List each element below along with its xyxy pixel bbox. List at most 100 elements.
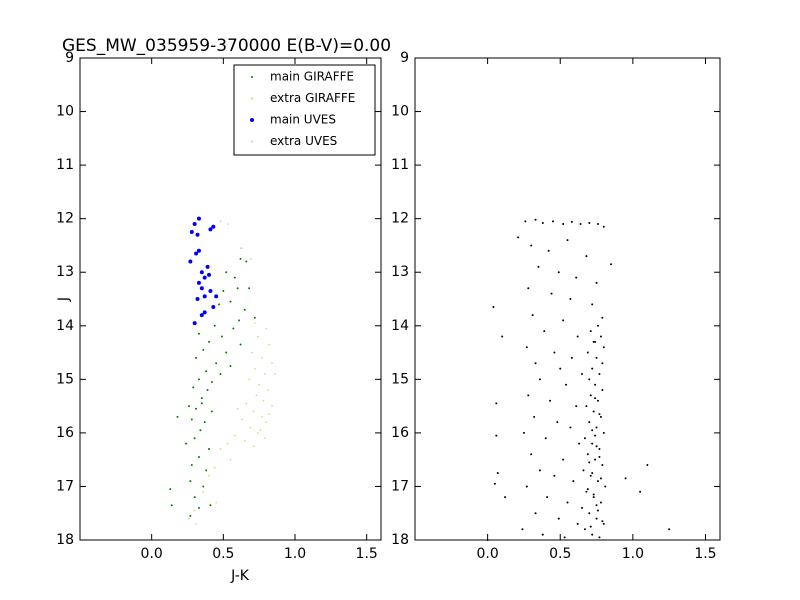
scatter-point <box>255 394 258 397</box>
scatter-point <box>601 520 604 523</box>
scatter-point <box>244 440 246 442</box>
scatter-point <box>588 512 591 515</box>
scatter-point <box>530 453 533 456</box>
scatter-point <box>589 525 592 528</box>
x-tick-label: 1.0 <box>284 546 306 562</box>
legend: main GIRAFFE extra GIRAFFE main UVES extra … <box>233 64 376 156</box>
scatter-point <box>219 448 222 450</box>
scatter-point <box>176 415 179 418</box>
scatter-point <box>594 458 597 461</box>
scatter-point <box>190 418 193 421</box>
scatter-point <box>249 258 252 260</box>
scatter-point <box>521 528 524 531</box>
scatter-point <box>591 533 594 536</box>
scatter-point <box>589 330 592 333</box>
y-tick-label: 16 <box>56 425 74 441</box>
scatter-point <box>601 389 604 392</box>
scatter-point <box>562 223 565 226</box>
scatter-point <box>569 298 572 300</box>
y-tick-label: 14 <box>56 318 74 334</box>
legend-label: extra GIRAFFE <box>270 91 355 105</box>
legend-box <box>233 64 376 156</box>
scatter-point <box>213 324 216 327</box>
y-tick-label: 13 <box>391 264 409 280</box>
scatter-point <box>251 351 253 354</box>
scatter-point <box>249 426 252 429</box>
scatter-point <box>595 356 598 359</box>
scatter-point <box>583 437 586 440</box>
x-tick-label: 0.5 <box>549 546 571 562</box>
scatter-point <box>569 426 572 429</box>
scatter-point <box>199 270 204 275</box>
scatter-point <box>525 485 528 488</box>
scatter-point <box>591 367 594 370</box>
scatter-point <box>268 343 271 346</box>
scatter-point <box>578 442 581 445</box>
x-tick-label: 1.0 <box>622 546 644 562</box>
scatter-point <box>234 434 236 437</box>
scatter-point <box>538 469 541 472</box>
scatter-point <box>550 292 553 295</box>
scatter-point <box>193 509 196 512</box>
scatter-point <box>208 340 210 343</box>
scatter-point <box>557 271 560 274</box>
scatter-point <box>551 220 554 223</box>
scatter-point <box>265 421 268 423</box>
scatter-point <box>604 485 607 488</box>
scatter-point <box>597 480 599 483</box>
scatter-point <box>199 313 204 318</box>
scatter-point <box>527 394 530 397</box>
scatter-point <box>205 264 210 269</box>
scatter-point <box>602 431 605 434</box>
scatter-point <box>563 536 566 539</box>
scatter-point <box>222 289 225 292</box>
scatter-point <box>598 447 601 450</box>
scatter-point <box>585 405 588 408</box>
scatter-point <box>271 362 273 365</box>
scatter-point <box>534 512 537 515</box>
legend-marker <box>250 118 254 122</box>
y-axis-label: J <box>56 297 72 302</box>
scatter-point <box>195 407 198 410</box>
scatter-point <box>559 367 562 370</box>
scatter-point <box>533 415 536 418</box>
scatter-point <box>245 402 248 405</box>
legend-marker <box>251 97 253 100</box>
scatter-point <box>205 370 208 373</box>
axes-frame <box>414 57 721 541</box>
scatter-point <box>226 223 229 225</box>
y-tick-label: 10 <box>56 104 74 120</box>
scatter-point <box>566 239 569 242</box>
scatter-point <box>170 504 173 507</box>
x-axis-label: J-K <box>230 568 250 584</box>
scatter-point <box>202 310 207 315</box>
scatter-point <box>527 287 530 290</box>
scatter-point <box>597 223 599 226</box>
scatter-point <box>598 413 601 416</box>
scatter-point <box>211 224 216 229</box>
scatter-point <box>238 319 241 322</box>
y-tick-label: 18 <box>56 532 74 548</box>
scatter-point <box>522 431 525 434</box>
scatter-point <box>252 410 255 413</box>
scatter-point <box>189 480 192 483</box>
scatter-point <box>599 335 602 338</box>
scatter-point <box>598 536 601 539</box>
scatter-point <box>546 496 549 499</box>
scatter-point <box>570 356 573 359</box>
scatter-point <box>591 442 594 445</box>
scatter-point <box>588 461 591 464</box>
scatter-point <box>241 247 243 249</box>
y-tick-label: 18 <box>391 532 409 548</box>
scatter-point <box>534 362 537 365</box>
scatter-point <box>588 421 591 424</box>
scatter-point <box>213 466 216 469</box>
scatter-point <box>602 522 605 525</box>
scatter-point <box>501 335 504 338</box>
scatter-point <box>586 351 589 354</box>
scatter-point <box>202 275 207 280</box>
scatter-point <box>219 220 222 223</box>
scatter-point <box>197 332 200 335</box>
